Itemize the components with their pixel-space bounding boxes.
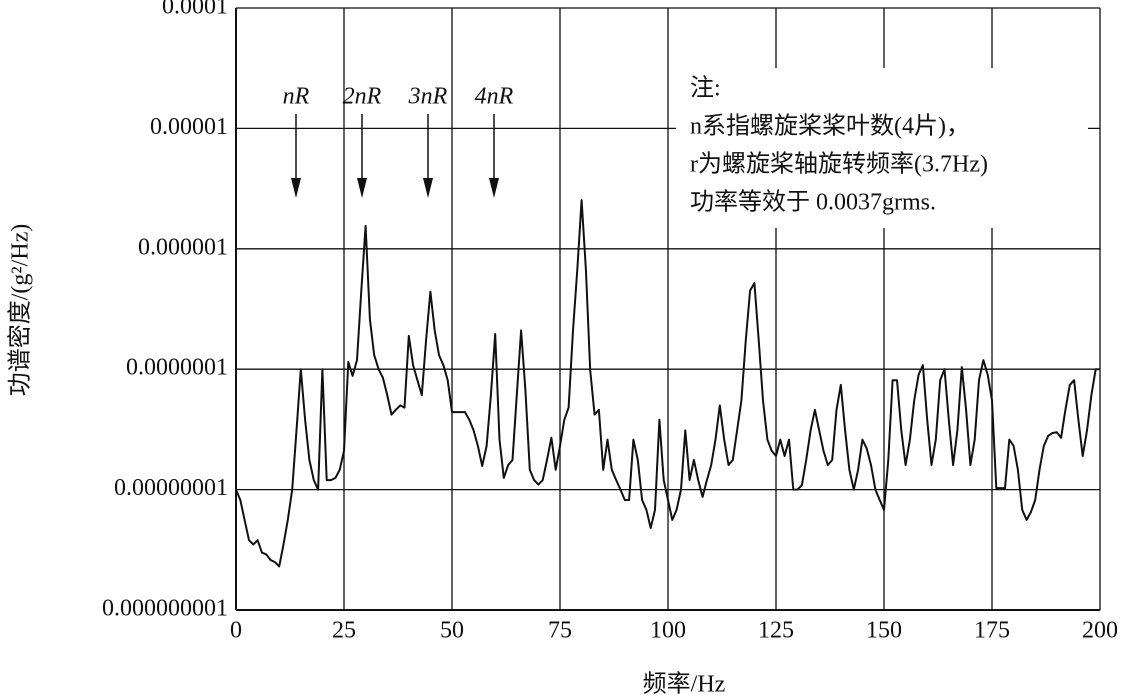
x-tick-label: 75 — [548, 618, 572, 644]
arrow-head — [357, 178, 367, 198]
data-line — [235, 199, 1100, 568]
x-tick-label: 100 — [650, 618, 686, 644]
arrow-head — [291, 178, 301, 198]
harmonic-label: 3nR — [408, 84, 448, 110]
harmonic-label: nR — [283, 84, 310, 110]
y-axis-label: 功谱密度/(g²/Hz) — [7, 224, 34, 397]
y-tick-label: 0.00001 — [150, 114, 228, 140]
note-line: r为螺旋桨轴旋转频率(3.7Hz) — [690, 151, 988, 178]
x-tick-label: 175 — [974, 618, 1010, 644]
arrow-head — [423, 178, 433, 198]
y-tick-label: 0.00000001 — [114, 475, 228, 501]
note-line: 注: — [690, 75, 721, 102]
x-tick-label: 200 — [1082, 618, 1118, 644]
y-tick-label: 0.0001 — [162, 0, 228, 20]
arrow-head — [489, 178, 499, 198]
x-tick-label: 125 — [758, 618, 794, 644]
harmonic-label: 4nR — [475, 84, 514, 110]
x-tick-label: 25 — [332, 618, 356, 644]
y-tick-label: 0.000000001 — [102, 596, 228, 622]
x-tick-label: 0 — [230, 618, 242, 644]
note-line: n系指螺旋桨桨叶数(4片)， — [690, 113, 970, 140]
x-tick-label: 50 — [440, 618, 464, 644]
x-axis-label: 频率/Hz — [643, 671, 726, 698]
note-line: 功率等效于 0.0037grms. — [690, 189, 936, 216]
y-tick-label: 0.000001 — [138, 234, 228, 260]
note-background — [676, 68, 1088, 228]
x-tick-label: 150 — [866, 618, 902, 644]
harmonic-label: 2nR — [343, 84, 382, 110]
y-tick-label: 0.0000001 — [126, 355, 228, 381]
